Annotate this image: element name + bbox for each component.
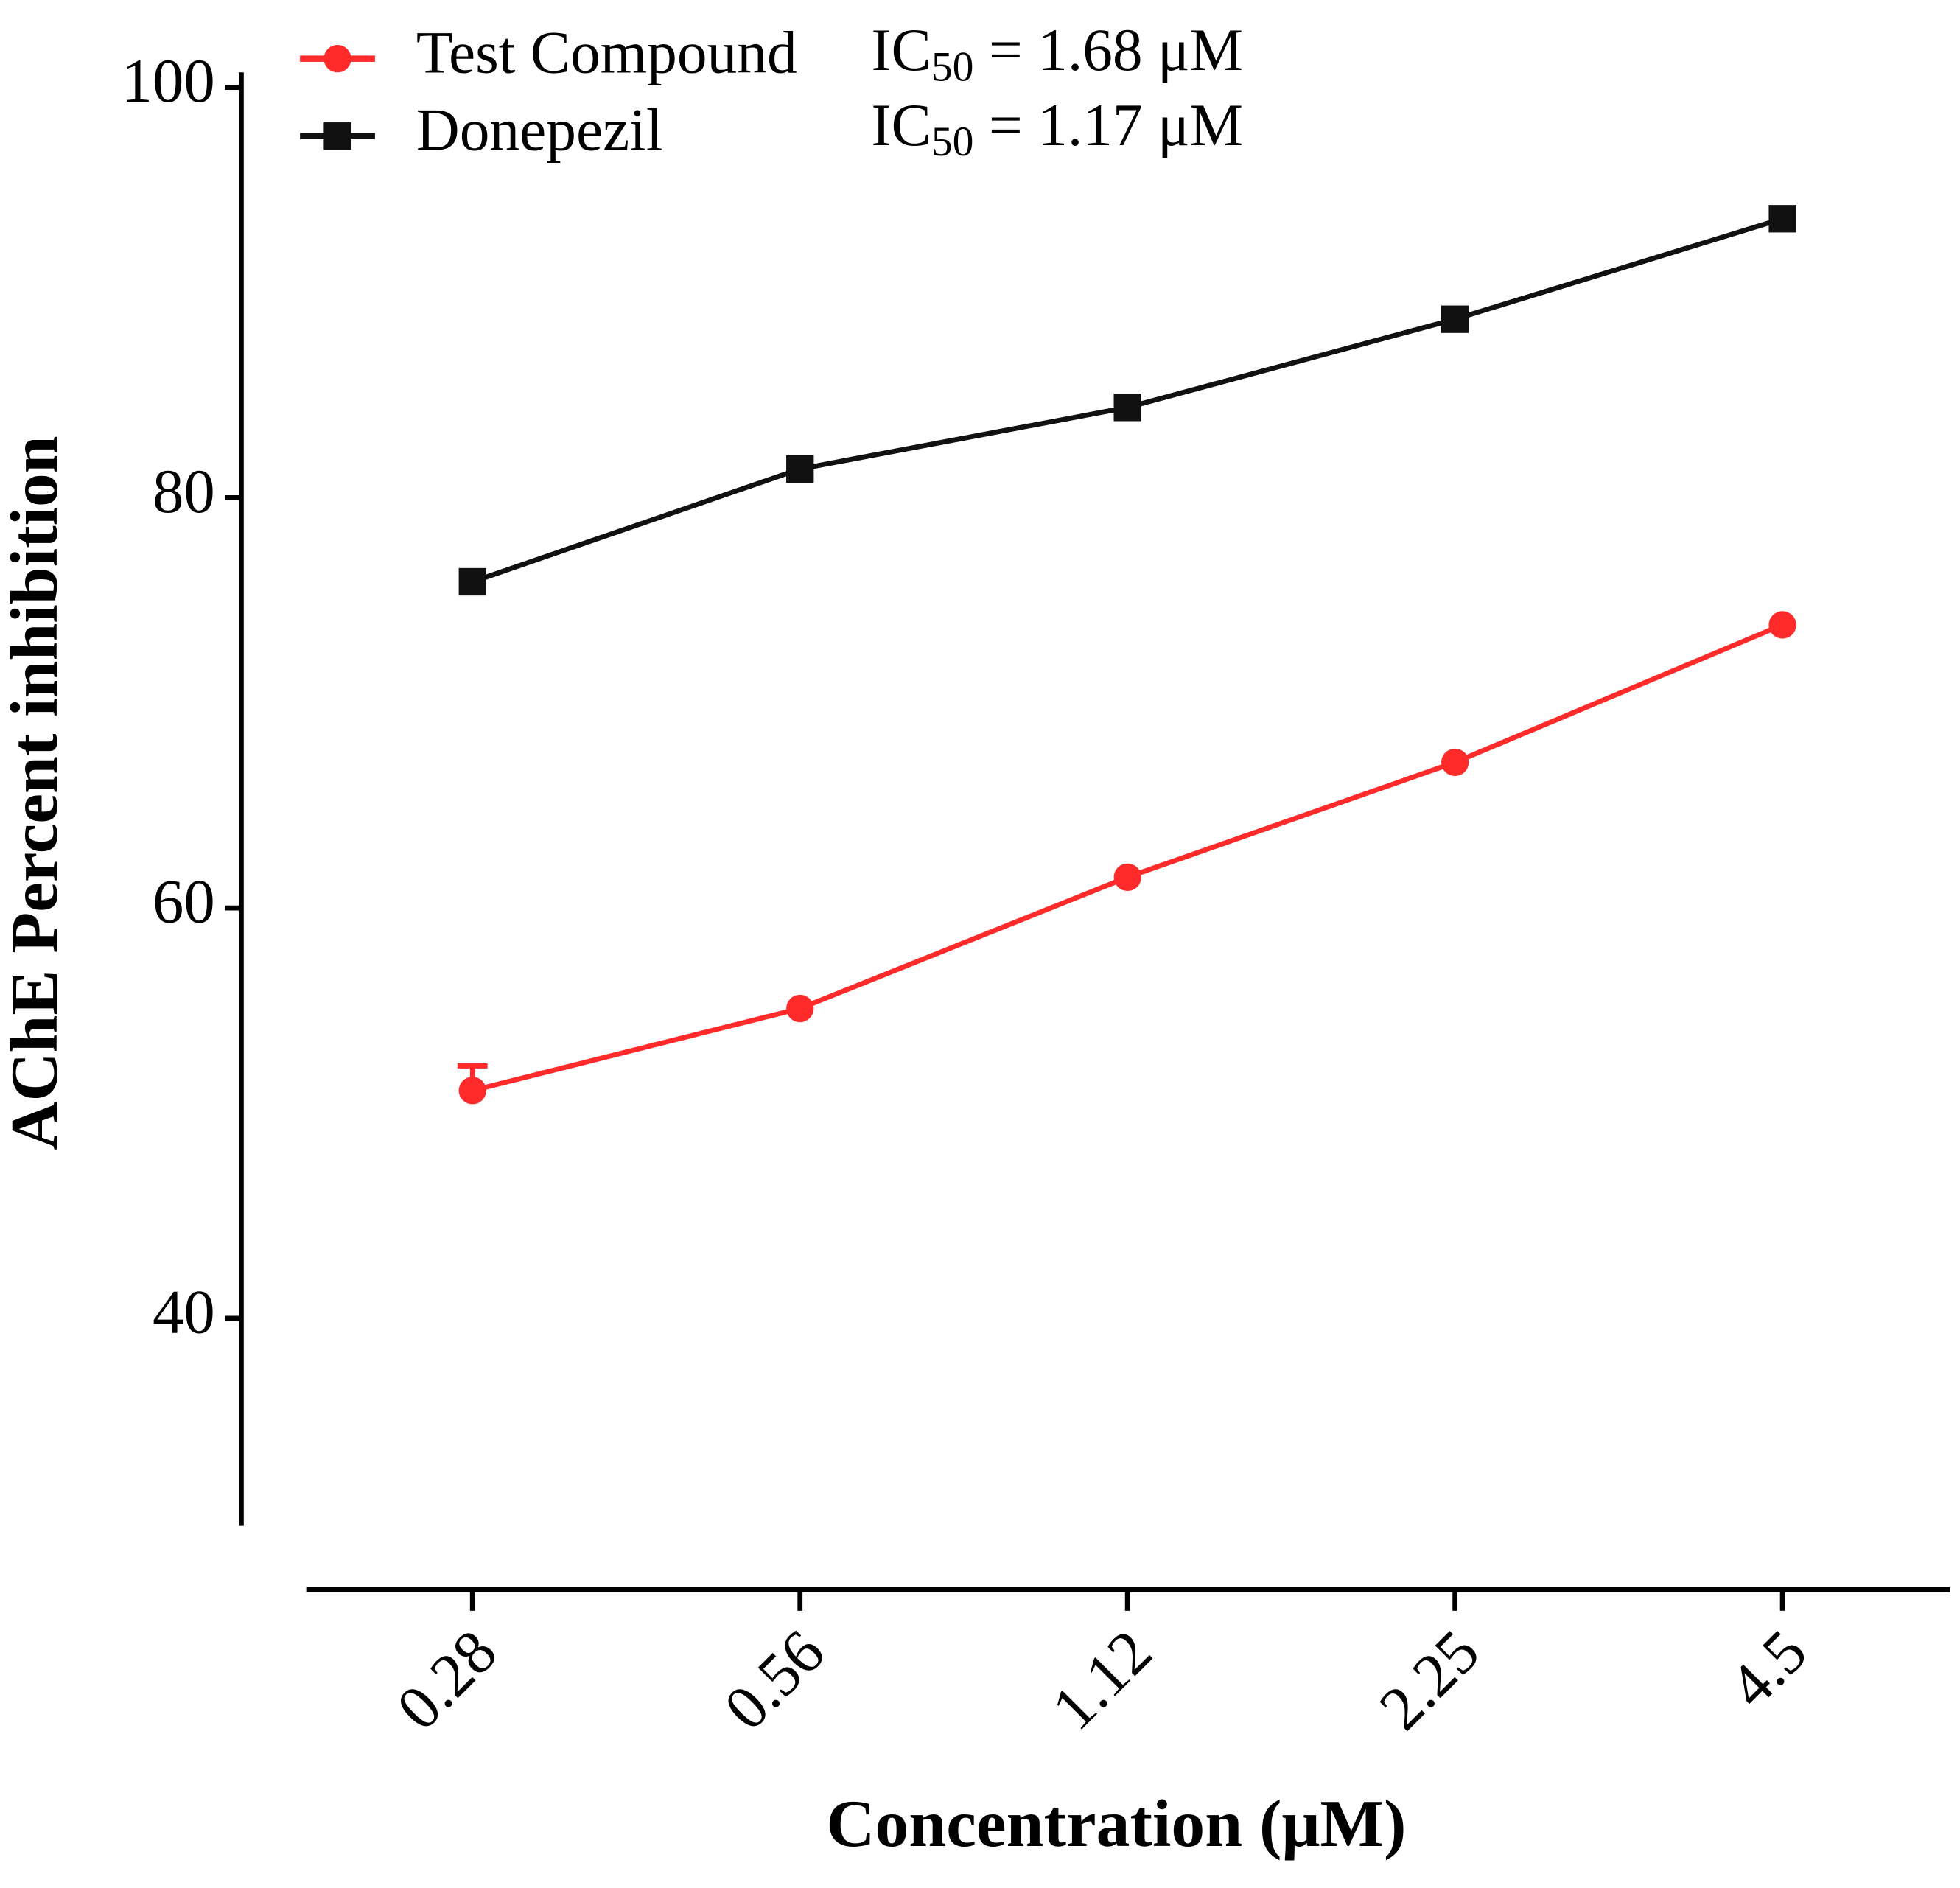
marker xyxy=(1113,863,1141,891)
marker xyxy=(1768,611,1796,639)
annotation-rest: = 1.17 μM xyxy=(973,91,1243,158)
marker xyxy=(458,567,486,596)
x-tick-label: 0.56 xyxy=(711,1617,837,1743)
marker xyxy=(458,1077,486,1105)
marker xyxy=(1441,305,1469,333)
marker xyxy=(786,994,814,1023)
marker xyxy=(786,455,814,483)
marker xyxy=(1113,394,1141,422)
y-tick-label: 100 xyxy=(122,46,215,116)
annotation-main: IC xyxy=(871,16,931,83)
annotation-sub: 50 xyxy=(931,119,974,166)
y-axis-title: AChE Percent inhibition xyxy=(0,436,71,1150)
x-tick-label: 0.28 xyxy=(384,1617,510,1743)
x-tick-label: 4.5 xyxy=(1716,1617,1820,1721)
annotation: IC50 = 1.17 μM xyxy=(871,91,1243,166)
y-tick-label: 80 xyxy=(153,457,215,526)
legend-marker xyxy=(323,122,351,150)
x-axis-title: Concentration (μM) xyxy=(826,1786,1406,1861)
marker xyxy=(1768,205,1796,233)
legend-label: Test Compound xyxy=(416,18,797,85)
y-tick-label: 60 xyxy=(153,867,215,937)
x-tick-label: 1.12 xyxy=(1039,1617,1165,1743)
series-line xyxy=(472,622,1784,1094)
marker xyxy=(1441,748,1469,777)
annotation-rest: = 1.68 μM xyxy=(973,16,1243,83)
legend-marker xyxy=(323,45,351,73)
y-tick-label: 40 xyxy=(153,1277,215,1346)
annotation: IC50 = 1.68 μM xyxy=(871,16,1243,91)
annotation-main: IC xyxy=(871,91,931,158)
x-tick-label: 2.25 xyxy=(1366,1617,1492,1743)
legend-label: Donepezil xyxy=(416,96,663,163)
annotation-sub: 50 xyxy=(931,44,974,91)
